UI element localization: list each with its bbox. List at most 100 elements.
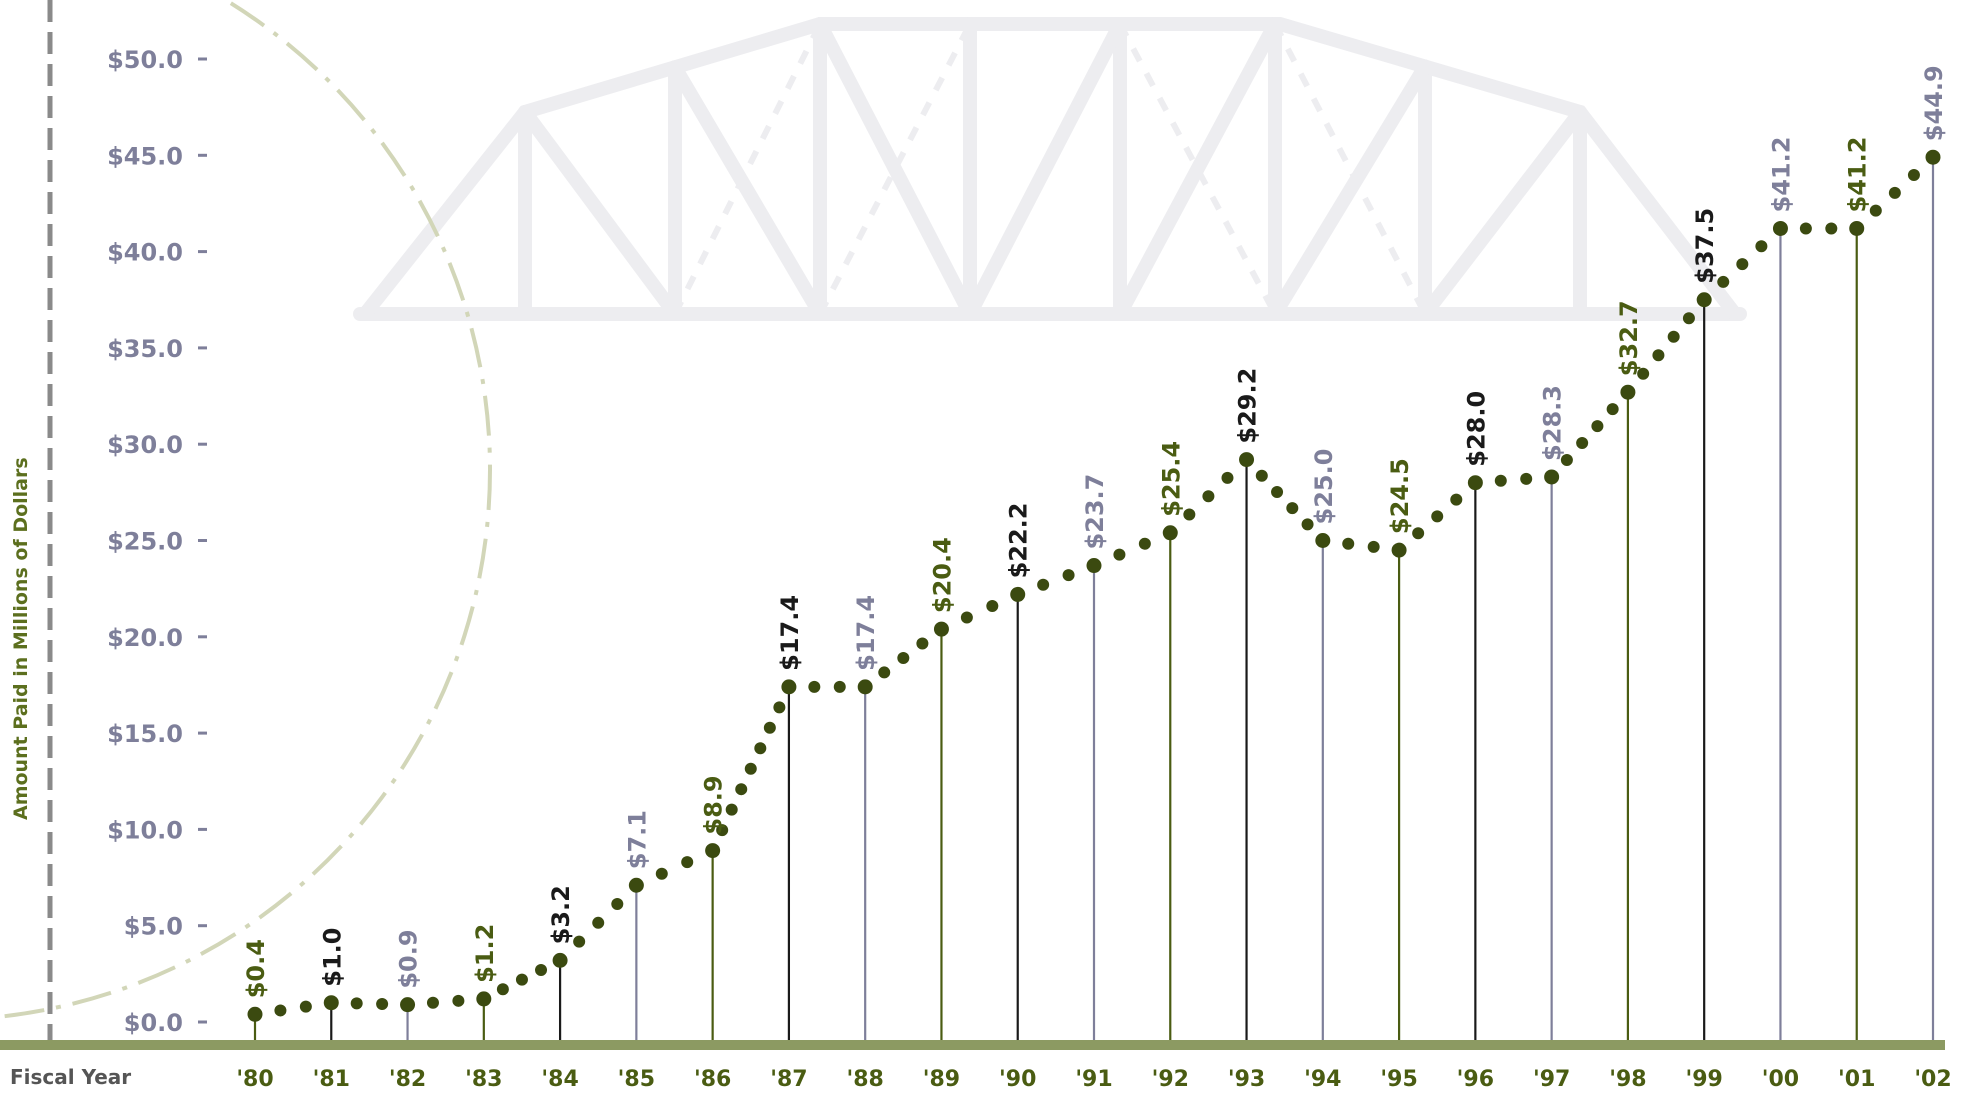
data-label: $29.2 — [1234, 368, 1262, 444]
data-label: $0.9 — [395, 929, 423, 988]
data-label: $17.4 — [776, 595, 804, 671]
line-dot — [1888, 186, 1901, 199]
line-dot — [1560, 453, 1573, 466]
data-label: $28.0 — [1462, 391, 1490, 467]
value-stems — [253, 157, 1935, 1046]
data-label: $7.1 — [623, 810, 651, 869]
data-point — [705, 843, 721, 859]
data-label: $1.2 — [471, 924, 499, 983]
line-dot — [1431, 510, 1444, 523]
line-dot — [1412, 527, 1425, 540]
line-dot — [808, 680, 821, 693]
x-tick-label: '85 — [618, 1067, 655, 1092]
data-point — [1544, 469, 1560, 485]
x-tick-label: '02 — [1914, 1067, 1951, 1092]
data-points — [247, 149, 1941, 1022]
data-point — [781, 679, 797, 695]
x-tick-label: '01 — [1838, 1067, 1875, 1092]
line-dot — [452, 994, 465, 1007]
data-point — [1391, 542, 1407, 558]
line-dot — [611, 898, 624, 911]
dash-dot-circle — [0, 0, 492, 1019]
x-tick-label: '81 — [313, 1067, 350, 1092]
data-label: $37.5 — [1691, 208, 1719, 284]
x-tick-label: '97 — [1533, 1067, 1570, 1092]
line-dot — [1717, 275, 1730, 288]
y-axis-label: Amount Paid in Millions of Dollars — [10, 457, 32, 820]
line-dot — [986, 599, 999, 612]
data-point — [1086, 558, 1102, 574]
data-label: $41.2 — [1767, 137, 1795, 213]
data-label: $8.9 — [700, 775, 728, 834]
y-tick-label: $25.0 — [107, 528, 183, 556]
x-tick-label: '90 — [999, 1067, 1036, 1092]
line-dot — [496, 983, 509, 996]
line-dot — [1799, 222, 1812, 235]
data-label: $32.7 — [1615, 300, 1643, 376]
line-dot — [1606, 403, 1619, 416]
line-dot — [1301, 518, 1314, 531]
line-dot — [515, 973, 528, 986]
bridge-illustration — [353, 17, 1747, 321]
y-tick-label: $15.0 — [107, 720, 183, 748]
data-point — [247, 1006, 263, 1022]
x-axis-label: Fiscal Year — [10, 1065, 131, 1089]
data-label: $1.0 — [318, 928, 346, 987]
line-dot — [299, 1000, 312, 1013]
line-dot — [716, 824, 729, 837]
line-dot — [1271, 485, 1284, 498]
line-dot — [1869, 204, 1882, 217]
line-dot — [573, 935, 586, 948]
x-tick-label: '99 — [1686, 1067, 1723, 1092]
x-axis-bar — [0, 1040, 1945, 1050]
y-tick-label: $35.0 — [107, 335, 183, 363]
data-point — [400, 997, 416, 1013]
line-dot — [1202, 490, 1215, 503]
x-tick-label: '82 — [389, 1067, 426, 1092]
data-point — [1315, 533, 1331, 548]
data-label: $41.2 — [1844, 137, 1872, 213]
x-tick-label: '83 — [465, 1067, 502, 1092]
data-label: $3.2 — [547, 885, 575, 944]
data-point — [1162, 525, 1178, 541]
data-point — [1239, 452, 1255, 468]
line-dot — [655, 867, 668, 880]
line-dot — [350, 997, 363, 1010]
data-label: $22.2 — [1005, 503, 1033, 579]
line-dot — [1667, 330, 1680, 343]
line-dot — [1755, 240, 1768, 253]
line-dot — [754, 742, 767, 755]
line-dot — [1367, 540, 1380, 553]
line-dot — [1907, 169, 1920, 182]
x-tick-label: '91 — [1075, 1067, 1112, 1092]
dotted-series-line — [274, 169, 1920, 1017]
data-point — [1849, 220, 1865, 236]
x-tick-label: '00 — [1762, 1067, 1799, 1092]
line-dot — [1037, 578, 1050, 591]
data-point — [1620, 384, 1636, 400]
line-dot — [1591, 420, 1604, 433]
data-label: $24.5 — [1386, 458, 1414, 534]
data-point — [552, 952, 568, 968]
line-dot — [535, 963, 548, 976]
line-dot — [1138, 537, 1151, 550]
decorative-circle — [0, 0, 492, 1019]
y-tick-label: $40.0 — [107, 239, 183, 267]
bridge-diagonal — [668, 60, 827, 321]
line-dot — [1825, 222, 1838, 235]
y-tick-label: $0.0 — [124, 1009, 183, 1037]
line-dot — [1637, 367, 1650, 380]
bridge-diagonal — [1113, 17, 1282, 321]
x-tick-label: '93 — [1228, 1067, 1265, 1092]
x-tick-label: '80 — [236, 1067, 273, 1092]
data-label: $20.4 — [928, 537, 956, 613]
data-label: $44.9 — [1920, 65, 1948, 141]
x-tick-label: '95 — [1380, 1067, 1417, 1092]
line-dot — [1682, 312, 1695, 325]
x-tick-label: '87 — [770, 1067, 807, 1092]
line-dot — [1450, 493, 1463, 506]
x-ticks: '80 '81 '82 '83 '84 '85 '86 '87 '88 '89 '90 '91 '92 '… — [236, 1067, 1951, 1092]
line-dot — [1062, 569, 1075, 582]
x-tick-label: '86 — [694, 1067, 731, 1092]
